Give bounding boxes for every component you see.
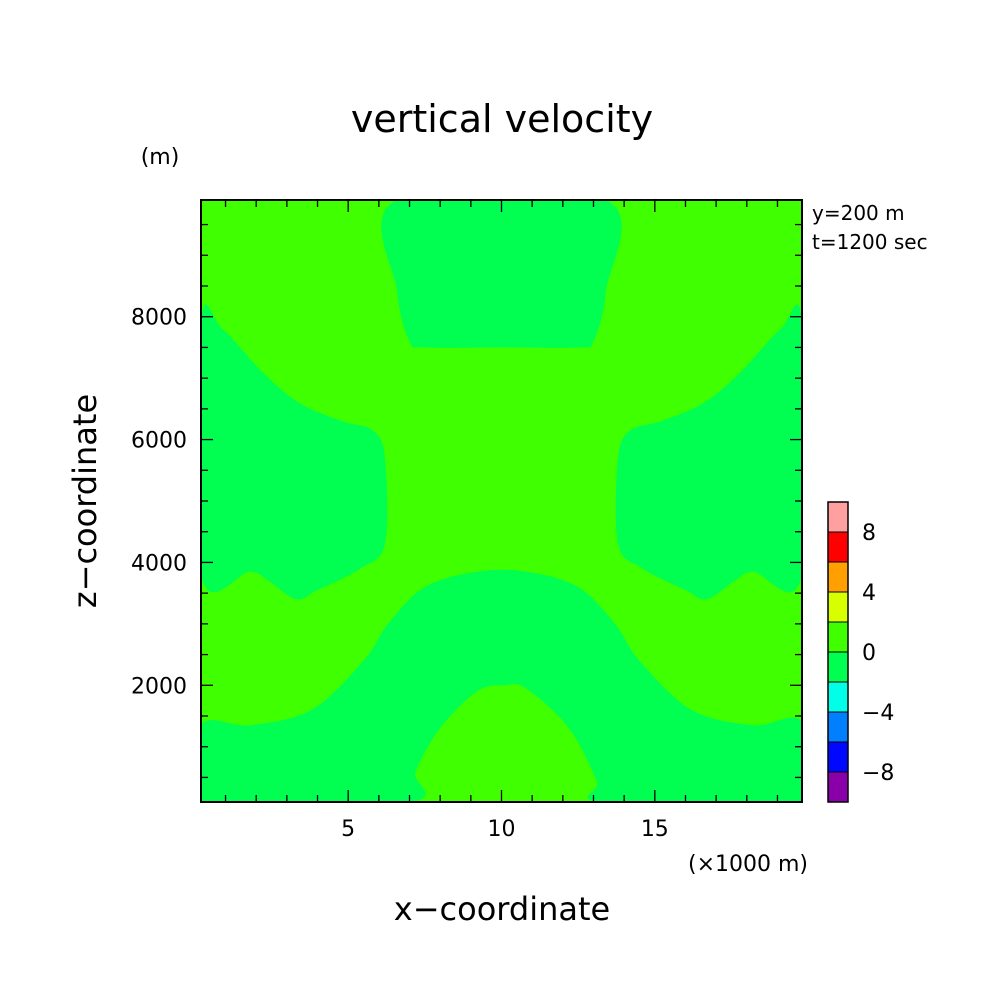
colorbar-swatch (827, 501, 849, 533)
colorbar-frame (827, 501, 849, 803)
plot-area (200, 199, 803, 803)
y-unit-label: (m) (141, 145, 180, 170)
x-tick-label: 5 (341, 817, 355, 842)
colorbar-swatch (827, 681, 849, 713)
y-tick-labels: 2000 4000 6000 8000 (131, 306, 187, 700)
x-unit-label: (×1000 m) (688, 852, 808, 877)
y-tick-label: 4000 (131, 551, 187, 576)
colorbar-swatch (827, 621, 849, 653)
contour-region-4 (381, 200, 622, 348)
contour-regions (201, 200, 802, 802)
colorbar-tick-label: 4 (862, 581, 876, 606)
y-tick-label: 6000 (131, 429, 187, 454)
colorbar: −8 −4 0 4 8 (827, 501, 894, 803)
colorbar-tick-label: 8 (862, 521, 876, 546)
colorbar-swatch (827, 531, 849, 563)
contour-region-3 (615, 304, 802, 600)
y-tick-label: 2000 (131, 674, 187, 699)
x-tick-label: 10 (488, 817, 516, 842)
y-axis-label: z−coordinate (66, 394, 104, 608)
colorbar-swatch (827, 741, 849, 773)
x-axis-label: x−coordinate (394, 890, 610, 928)
contour-region-2 (201, 304, 388, 600)
colorbar-swatch (827, 561, 849, 593)
x-tick-label: 15 (641, 817, 669, 842)
contour-region-1 (201, 569, 802, 802)
chart-title: vertical velocity (351, 97, 653, 141)
axis-ticks (201, 200, 802, 802)
colorbar-swatch (827, 651, 849, 683)
y-tick-label: 8000 (131, 306, 187, 331)
colorbar-tick-label: −4 (862, 701, 894, 726)
annotation-y-position: y=200 m (812, 201, 905, 225)
plot-frame (200, 199, 803, 803)
x-tick-labels: 5 10 15 (341, 817, 669, 842)
colorbar-swatch (827, 771, 849, 803)
colorbar-swatch (827, 711, 849, 743)
colorbar-swatch (827, 591, 849, 623)
colorbar-tick-label: 0 (862, 641, 876, 666)
colorbar-tick-label: −8 (862, 761, 894, 786)
annotation-time: t=1200 sec (812, 230, 928, 254)
